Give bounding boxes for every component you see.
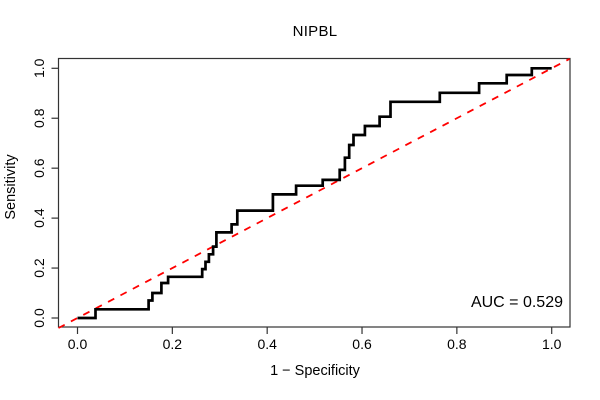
y-tick-label: 0.4	[31, 208, 47, 228]
y-tick-label: 0.6	[31, 158, 47, 178]
plot-title: NIPBL	[292, 23, 338, 40]
y-axis-label: Sensitivity	[3, 154, 19, 220]
x-tick-label: 0.0	[68, 336, 88, 352]
x-tick-label: 0.2	[163, 336, 183, 352]
y-tick-label: 0.0	[31, 308, 47, 328]
x-tick-label: 0.6	[352, 336, 372, 352]
y-tick-label: 1.0	[31, 58, 47, 78]
y-tick-label: 0.2	[31, 258, 47, 278]
y-tick-label: 0.8	[31, 108, 47, 128]
x-tick-label: 0.8	[447, 336, 467, 352]
plot-box	[57, 57, 571, 328]
reference-diagonal	[58, 58, 571, 329]
auc-label: AUC = 0.529	[470, 294, 563, 311]
x-tick-label: 0.4	[257, 336, 277, 352]
x-tick-label: 1.0	[542, 336, 562, 352]
x-axis-label: 1 − Specificity	[270, 363, 360, 379]
roc-curve	[77, 66, 552, 320]
